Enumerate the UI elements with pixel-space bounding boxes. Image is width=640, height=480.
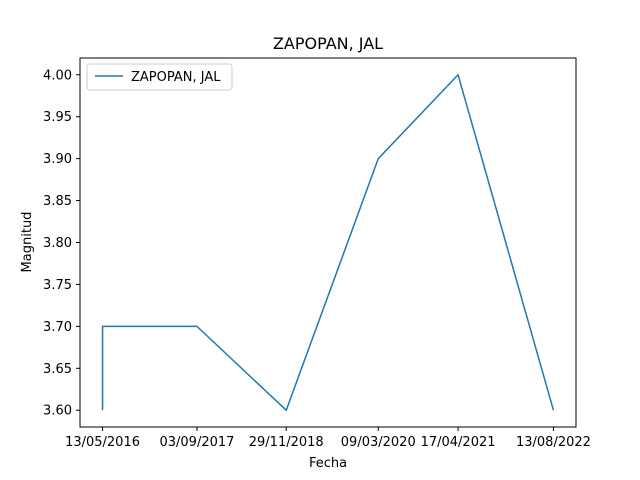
y-tick-label: 3.65 [43, 362, 72, 377]
series-line-zapopan [101, 74, 555, 411]
x-tick-label: 09/03/2020 [341, 435, 416, 450]
y-tick-label: 3.90 [43, 152, 72, 167]
x-tick-label: 13/08/2022 [516, 435, 591, 450]
x-tick-label: 17/04/2021 [421, 435, 496, 450]
y-tick-label: 4.00 [43, 68, 72, 83]
x-axis-label: Fecha [309, 456, 347, 471]
legend: ZAPOPAN, JAL [86, 63, 233, 91]
legend-label: ZAPOPAN, JAL [131, 70, 221, 85]
plot-frame [79, 57, 577, 428]
x-tick-label: 29/11/2018 [249, 435, 324, 450]
x-tick-label: 03/09/2017 [159, 435, 234, 450]
y-tick-label: 3.60 [43, 404, 72, 419]
y-tick-label: 3.75 [43, 278, 72, 293]
legend-box [86, 63, 233, 91]
x-tick-label: 13/05/2016 [65, 435, 140, 450]
y-tick-label: 3.85 [43, 194, 72, 209]
y-tick-label: 3.95 [43, 110, 72, 125]
y-axis-label: Magnitud [20, 212, 35, 273]
y-tick-label: 3.80 [43, 236, 72, 251]
y-tick-label: 3.70 [43, 320, 72, 335]
chart-title: ZAPOPAN, JAL [273, 34, 383, 53]
